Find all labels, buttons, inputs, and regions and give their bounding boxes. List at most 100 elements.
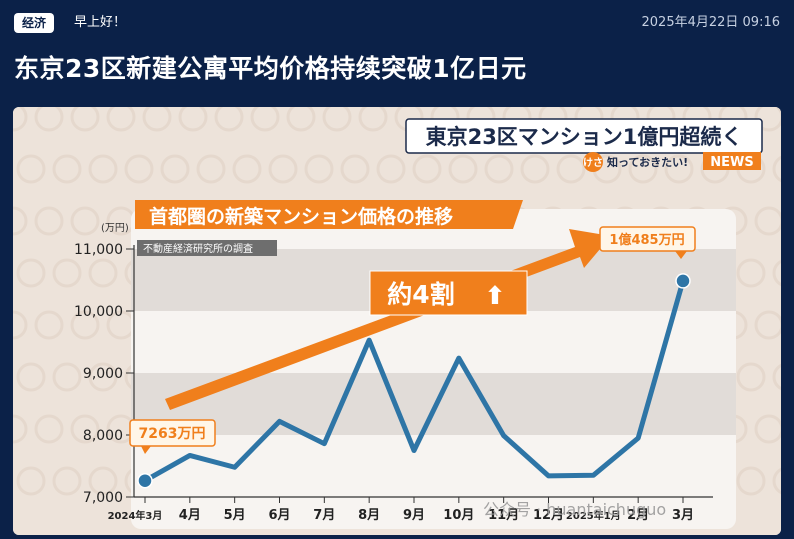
pattern-ring: [88, 154, 118, 184]
chart-subtitle: 不動産経済研究所の調査: [143, 242, 253, 255]
start-value-text: 7263万円: [139, 426, 206, 442]
pattern-ring: [70, 206, 100, 236]
trend-arrow: [165, 229, 611, 410]
pattern-ring: [304, 154, 334, 184]
title-banner: 東京23区マンション1億円超続く: [405, 118, 763, 154]
data-point: [137, 472, 153, 489]
watermark-text: 公众号 · huantaichuguo: [483, 500, 666, 519]
category-badge[interactable]: 经济: [14, 13, 55, 33]
y-tick-label: 7,000: [83, 490, 123, 506]
x-tick-label: 7月: [313, 508, 335, 523]
pattern-ring: [34, 206, 64, 236]
pattern-ring: [106, 107, 136, 132]
pattern-ring: [448, 154, 478, 184]
x-axis: 2024年3月 4月 5月 6月 7月 8月 9月 10月 11月 12月 2025年1月 2月 3月: [108, 497, 694, 523]
pattern-ring: [412, 154, 442, 184]
broadcast-screenshot: 東京23区マンション1億円超続く けさ 知っておきたい! NEWS 首都圏の新築…: [13, 107, 781, 535]
top-bar: 经济 早上好！ 2025年4月22日 09:16: [0, 0, 794, 44]
x-tick-label: 2025年1月: [566, 509, 621, 522]
pattern-ring: [484, 154, 514, 184]
pattern-ring: [70, 107, 100, 132]
pattern-ring: [16, 154, 46, 184]
end-label-box: [599, 226, 696, 252]
pattern-ring: [250, 107, 280, 132]
pattern-ring: [70, 414, 100, 444]
pattern-ring: [52, 258, 82, 288]
corner-badge: けさ: [583, 157, 603, 169]
end-value-label: 1億485万円: [599, 226, 696, 259]
pattern-ring: [664, 154, 694, 184]
pattern-ring: [772, 363, 781, 391]
pattern-ring: [13, 107, 28, 132]
end-value-text: 1億485万円: [609, 232, 684, 248]
price-chart: 東京23区マンション1億円超続く けさ 知っておきたい! NEWS 首都圏の新築…: [13, 107, 781, 535]
x-tick-label: 10月: [443, 508, 474, 523]
chart-title: 首都圏の新築マンション価格の推移: [149, 205, 453, 228]
pattern-ring: [772, 155, 781, 183]
corner-badge-circle: [583, 152, 603, 172]
pattern-ring: [736, 362, 766, 392]
pattern-ring: [34, 107, 64, 132]
trend-arrow-shape: [165, 229, 611, 410]
change-label: 約4割: [387, 280, 454, 309]
pattern-ring: [772, 259, 781, 287]
pattern-ring: [16, 362, 46, 392]
pattern-ring: [16, 258, 46, 288]
data-point: [675, 273, 691, 289]
pattern-ring: [322, 107, 352, 132]
series-price: [137, 273, 691, 489]
y-tick-label: 9,000: [83, 366, 123, 382]
x-tick-label: 2月: [627, 508, 649, 523]
y-axis: 7,000 8,000 9,000 10,000 11,000: [74, 242, 713, 506]
x-tick-label: 8月: [358, 508, 380, 523]
x-tick-label: 9月: [403, 508, 425, 523]
greeting-text: 早上好！: [74, 15, 127, 30]
pattern-ring: [160, 154, 190, 184]
pattern-ring: [13, 206, 28, 236]
pattern-ring: [736, 258, 766, 288]
pattern-ring: [178, 107, 208, 132]
pattern-ring: [142, 107, 172, 132]
y-axis-unit: (万円): [101, 223, 129, 234]
up-arrow-icon: ⬆: [485, 281, 506, 310]
pattern-ring: [88, 466, 118, 496]
pattern-ring: [754, 414, 781, 444]
change-callout-bg: [369, 270, 528, 316]
pattern-ring: [520, 154, 550, 184]
news-badge: NEWS: [710, 155, 753, 170]
pattern-ring: [232, 154, 262, 184]
pattern-ring: [52, 466, 82, 496]
end-label-pointer: [675, 251, 687, 259]
chart-title-bg: [135, 200, 523, 229]
pattern-ring: [16, 466, 46, 496]
pattern-ring: [88, 362, 118, 392]
pattern-ring: [772, 467, 781, 495]
pattern-ring: [754, 107, 781, 132]
x-tick-label: 11月: [488, 508, 519, 523]
pattern-ring: [754, 310, 781, 340]
title-banner-text: 東京23区マンション1億円超続く: [426, 125, 743, 149]
chart-title-box: 首都圏の新築マンション価格の推移 不動産経済研究所の調査: [135, 200, 523, 256]
pattern-ring: [13, 310, 28, 340]
pattern-ring: [196, 154, 226, 184]
x-tick-label: 3月: [672, 508, 694, 523]
news-badge-bg: [703, 152, 761, 170]
article-headline: 东京23区新建公寓平均价格持续突破1亿日元: [14, 54, 527, 83]
change-callout: 約4割 ⬆: [369, 270, 528, 316]
pattern-ring: [556, 154, 586, 184]
x-tick-label: 12月: [533, 508, 564, 523]
pattern-ring: [34, 310, 64, 340]
pattern-ring: [52, 362, 82, 392]
pattern-ring: [13, 414, 28, 444]
y-tick-label: 8,000: [83, 428, 123, 444]
pattern-ring: [340, 154, 370, 184]
x-tick-label: 6月: [268, 508, 290, 523]
pattern-ring: [754, 206, 781, 236]
pattern-ring: [628, 154, 658, 184]
x-tick-label: 2024年3月: [108, 509, 163, 522]
start-value-label: 7263万円: [129, 419, 216, 454]
pattern-ring: [286, 107, 316, 132]
start-label-pointer: [141, 446, 151, 454]
pattern-ring: [52, 154, 82, 184]
y-tick-label: 11,000: [74, 242, 123, 258]
